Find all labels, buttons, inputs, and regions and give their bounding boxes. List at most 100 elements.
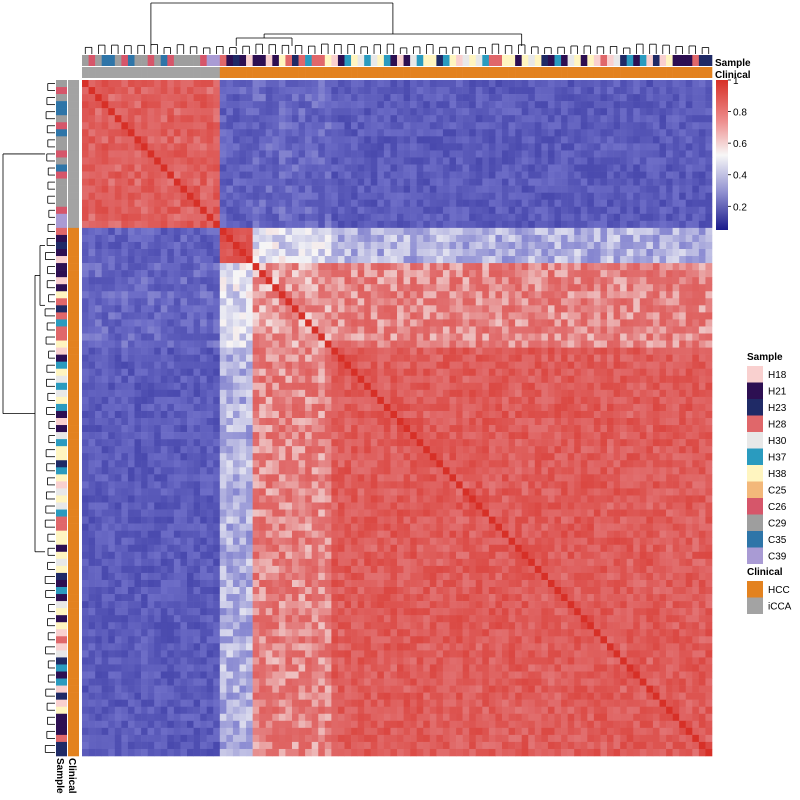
heatmap-cell [232,347,240,355]
heatmap-cell [613,143,621,151]
heatmap-cell [285,326,293,334]
heatmap-cell [337,206,345,215]
heatmap-cell [633,305,641,313]
heatmap-cell [167,164,175,172]
heatmap-cell [600,115,608,123]
heatmap-cell [180,108,188,116]
heatmap-cell [567,150,575,158]
heatmap-cell [147,326,155,334]
heatmap-cell [462,150,470,158]
heatmap-cell [574,347,582,355]
clinical-annotation-cell [226,67,234,78]
heatmap-cell [213,171,221,179]
heatmap-cell [357,249,365,257]
heatmap-cell [272,150,280,158]
heatmap-cell [442,220,450,229]
heatmap-cell [410,361,417,370]
clinical-annotation-cell [607,67,614,78]
heatmap-cell [232,178,240,186]
heatmap-cell [515,249,522,257]
heatmap-cell [246,375,253,384]
heatmap-cell [692,361,700,370]
heatmap-cell [423,157,431,165]
heatmap-cell [456,101,463,109]
heatmap-cell [337,220,345,229]
heatmap-cell [167,375,175,384]
heatmap-cell [232,206,240,215]
heatmap-cell [252,291,260,299]
heatmap-cell [567,178,575,186]
heatmap-cell [580,347,588,355]
clinical-annotation-cell [692,67,700,78]
heatmap-cell [95,291,102,299]
heatmap-cell [436,129,444,137]
heatmap-cell [298,150,306,158]
heatmap-cell [272,291,280,299]
heatmap-cell [659,94,667,102]
heatmap-cell [173,312,181,320]
heatmap-cell [502,270,509,278]
heatmap-cell [285,87,293,95]
heatmap-cell [607,277,614,285]
heatmap-cell [410,199,417,208]
heatmap-cell [620,347,627,355]
heatmap-cell [495,319,503,327]
heatmap-cell [587,347,595,355]
heatmap-cell [200,241,207,250]
clinical-annotation-cell [68,108,79,116]
heatmap-cell [370,340,378,348]
heatmap-cell [213,340,221,348]
heatmap-cell [298,178,306,186]
heatmap-cell [167,298,175,306]
heatmap-cell [364,108,372,116]
heatmap-cell [160,94,168,102]
heatmap-cell [574,220,582,229]
heatmap-cell [147,199,155,208]
heatmap-cell [193,185,201,193]
heatmap-cell [364,284,372,292]
heatmap-cell [672,220,680,229]
heatmap-cell [574,213,582,222]
clinical-annotation-cell [541,67,549,78]
heatmap-cell [383,382,391,391]
heatmap-cell [278,319,286,327]
heatmap-cell [495,178,503,186]
heatmap-cell [193,340,201,348]
heatmap-cell [187,206,194,215]
heatmap-cell [502,87,509,95]
heatmap-cell [482,312,490,320]
heatmap-cell [600,192,608,201]
heatmap-cell [344,129,352,137]
heatmap-cell [147,157,155,165]
heatmap-cell [147,298,155,306]
heatmap-cell [252,234,260,243]
heatmap-cell [554,368,562,377]
heatmap-cell [200,284,207,292]
heatmap-cell [252,319,260,327]
heatmap-cell [475,143,483,151]
heatmap-cell [232,361,240,370]
heatmap-cell [351,199,358,208]
heatmap-cell [324,185,332,193]
heatmap-cell [187,298,194,306]
heatmap-cell [659,368,667,377]
heatmap-cell [462,94,470,102]
heatmap-cell [311,150,319,158]
heatmap-cell [206,206,214,215]
heatmap-cell [265,375,273,384]
heatmap-cell [613,340,621,348]
heatmap-cell [331,80,339,88]
heatmap-cell [141,206,148,215]
heatmap-cell [390,291,398,299]
heatmap-cell [370,389,378,398]
heatmap-cell [416,333,424,341]
heatmap-cell [239,129,247,137]
sample-annotation-cell [410,55,417,66]
heatmap-cell [213,129,221,137]
heatmap-cell [318,213,326,222]
heatmap-cell [607,227,614,236]
heatmap-cell [114,277,122,285]
heatmap-cell [147,122,155,130]
heatmap-cell [705,220,713,229]
heatmap-cell [620,256,627,264]
